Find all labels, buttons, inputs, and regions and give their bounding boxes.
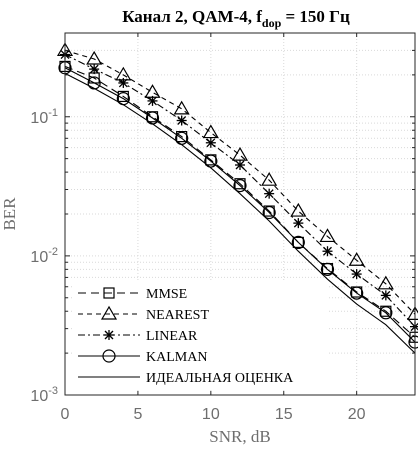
square-marker bbox=[176, 131, 188, 143]
series-line bbox=[64, 49, 416, 315]
star-marker bbox=[176, 115, 187, 126]
triangle-marker bbox=[173, 100, 190, 115]
y-tick-label: 10-2 bbox=[30, 246, 58, 266]
star-marker bbox=[351, 269, 362, 280]
star-marker bbox=[118, 77, 129, 88]
star-marker bbox=[322, 246, 333, 257]
triangle-marker bbox=[290, 202, 307, 217]
legend-label: LINEAR bbox=[146, 329, 198, 344]
y-tick-label: 10-1 bbox=[30, 107, 58, 127]
legend-item: MMSE bbox=[78, 287, 187, 302]
circle-marker bbox=[350, 286, 364, 300]
series-4 bbox=[64, 72, 416, 354]
triangle-marker bbox=[377, 275, 394, 290]
legend-label: KALMAN bbox=[146, 350, 207, 365]
star-marker bbox=[293, 218, 304, 229]
x-tick-label: 0 bbox=[61, 406, 70, 423]
series-line bbox=[64, 72, 416, 354]
legend-item: LINEAR bbox=[78, 329, 198, 344]
x-axis-label: SNR, dB bbox=[209, 427, 270, 446]
triangle-marker bbox=[348, 252, 365, 266]
y-axis-label: BER bbox=[0, 197, 19, 231]
series-line bbox=[64, 65, 416, 338]
square-marker bbox=[103, 287, 115, 299]
x-tick-label: 20 bbox=[348, 406, 366, 423]
circle-marker bbox=[320, 262, 335, 276]
square-marker bbox=[292, 236, 304, 248]
triangle-marker bbox=[86, 50, 103, 65]
star-marker bbox=[104, 330, 114, 340]
star-marker bbox=[205, 137, 216, 148]
triangle-marker bbox=[261, 171, 278, 186]
legend-label: MMSE bbox=[146, 287, 187, 302]
legend-item: ИДЕАЛЬНАЯ ОЦЕНКА bbox=[78, 371, 294, 386]
chart-title: Канал 2, QAM-4, fdop = 150 Гц bbox=[122, 7, 350, 30]
x-tick-label: 15 bbox=[275, 406, 293, 423]
triangle-marker bbox=[319, 228, 336, 243]
x-tick-label: 5 bbox=[133, 406, 142, 423]
star-marker bbox=[264, 188, 275, 199]
x-tick-label: 10 bbox=[202, 406, 220, 423]
legend: MMSE NEAREST LINEAR KALMAN ИДЕАЛЬНАЯ ОЦЕНКА bbox=[72, 282, 328, 390]
circle-marker bbox=[379, 306, 393, 320]
square-marker bbox=[234, 178, 246, 190]
circle-marker bbox=[204, 154, 218, 168]
star-marker bbox=[147, 95, 158, 106]
series-3 bbox=[58, 61, 418, 349]
legend-item: KALMAN bbox=[78, 349, 207, 365]
star-marker bbox=[89, 64, 100, 75]
legend-box bbox=[72, 282, 328, 390]
chart-title-subscript: dop bbox=[262, 16, 282, 30]
triangle-marker bbox=[100, 305, 118, 320]
triangle-marker bbox=[202, 124, 219, 139]
circle-marker bbox=[233, 179, 247, 193]
circle-marker bbox=[262, 205, 276, 220]
series-line bbox=[64, 67, 416, 343]
star-marker bbox=[380, 290, 391, 301]
y-tick-label: 10-3 bbox=[30, 385, 58, 405]
series-2 bbox=[60, 49, 418, 332]
ticks: 0 5 10 15 20 10-1 10-2 10-3 bbox=[30, 33, 415, 423]
legend-label: ИДЕАЛЬНАЯ ОЦЕНКА bbox=[146, 371, 294, 386]
star-marker bbox=[235, 160, 245, 171]
legend-item: NEAREST bbox=[78, 305, 209, 323]
circle-marker bbox=[102, 349, 116, 363]
circle-marker bbox=[291, 235, 305, 249]
legend-label: NEAREST bbox=[146, 308, 209, 323]
